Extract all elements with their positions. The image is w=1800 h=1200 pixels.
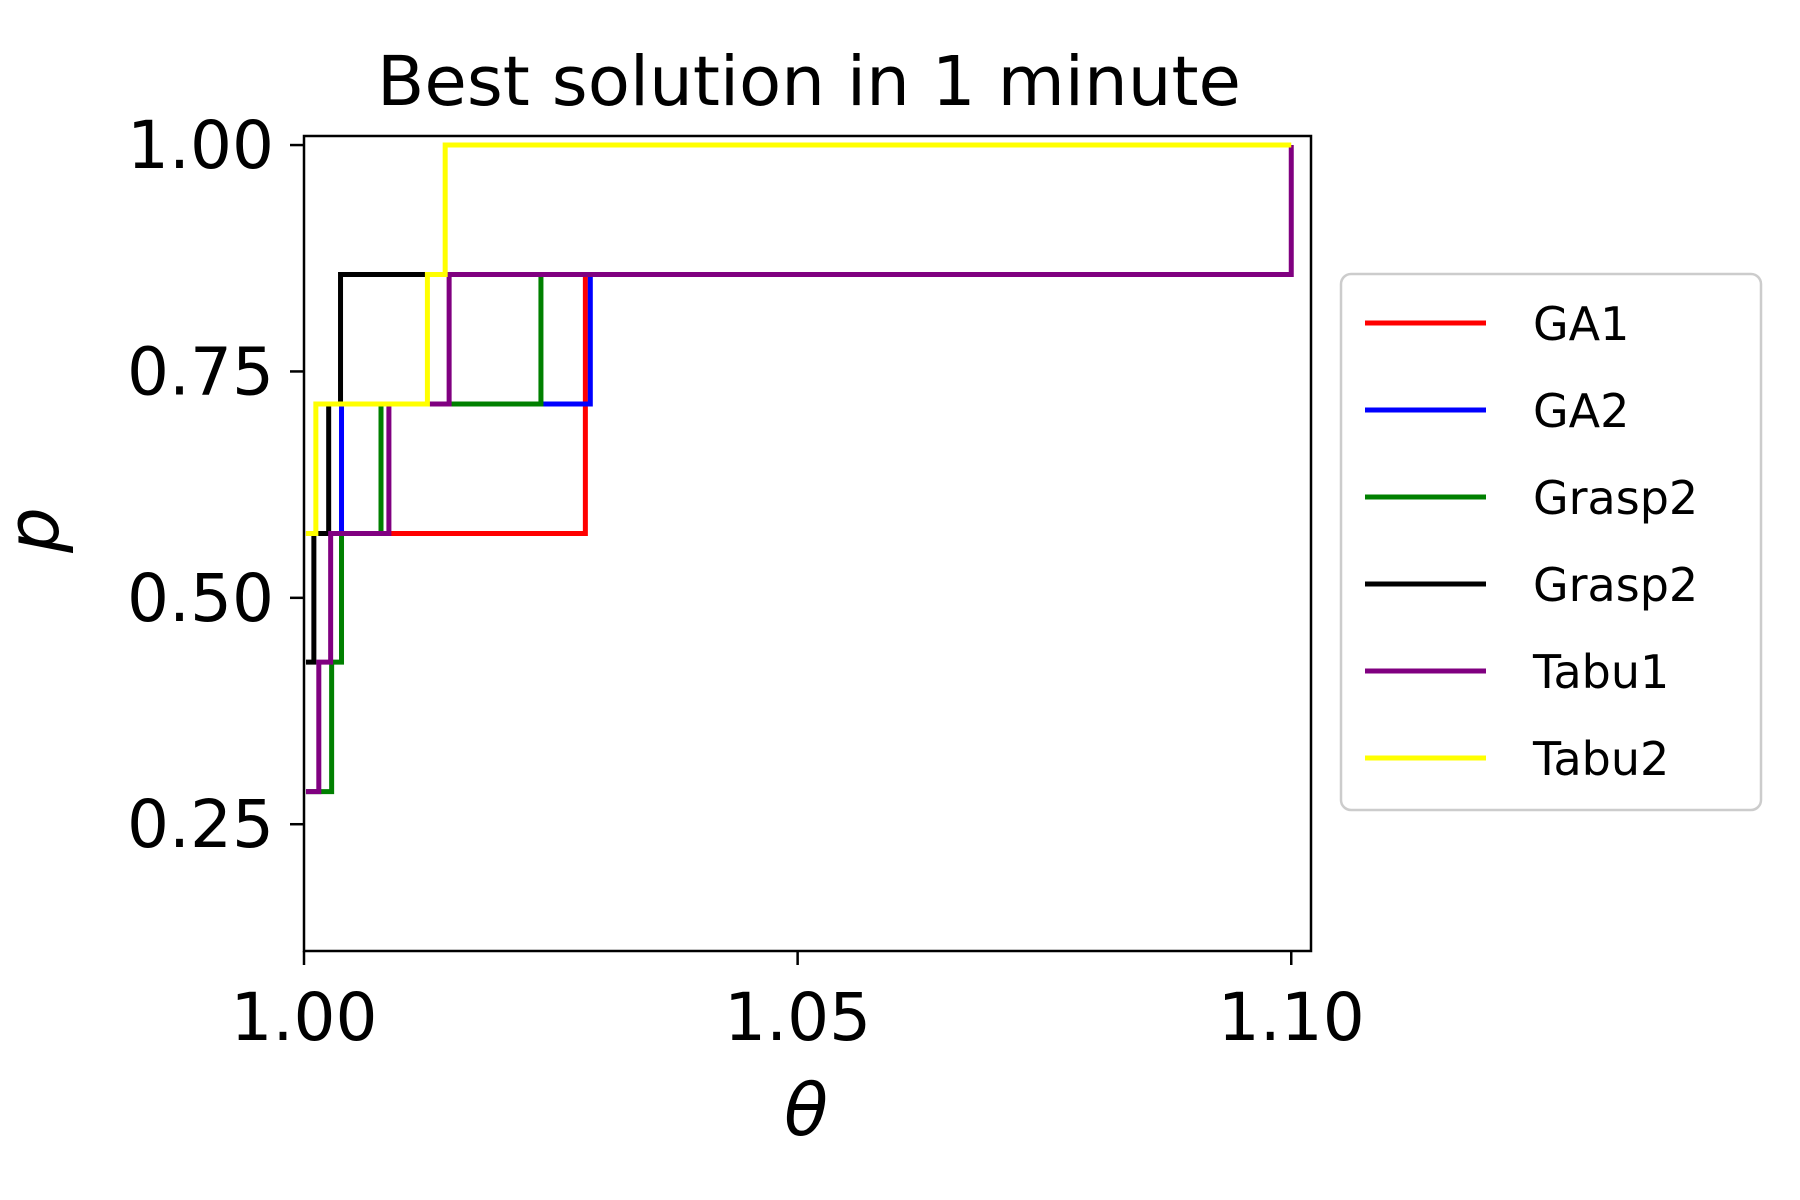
y-tick-label: 0.75 — [127, 333, 274, 410]
chart-title: Best solution in 1 minute — [377, 42, 1241, 122]
series-line-grasp2-3 — [305, 272, 1292, 665]
x-tick-label: 1.10 — [1218, 979, 1365, 1056]
legend-label: GA2 — [1533, 384, 1629, 438]
legend-frame — [1339, 272, 1763, 812]
x-axis: 1.00 1.05 1.10 — [231, 951, 1365, 1056]
plot-frame — [302, 134, 1313, 953]
legend-label: GA1 — [1533, 297, 1629, 351]
legend: GA1 GA2 Grasp2 Grasp2 Tabu1 Tabu2 — [1339, 272, 1763, 812]
y-axis: 0.25 0.50 0.75 1.00 — [127, 107, 304, 863]
plot-area — [305, 142, 1294, 795]
x-tick-label: 1.00 — [231, 979, 378, 1056]
legend-label: Grasp2 — [1533, 471, 1698, 525]
x-tick-label: 1.05 — [724, 979, 871, 1056]
series-line-tabu1-4 — [305, 145, 1294, 795]
y-axis-label: p — [0, 507, 75, 554]
y-tick-label: 1.00 — [127, 107, 274, 184]
legend-label: Tabu2 — [1532, 732, 1669, 786]
legend-label: Tabu1 — [1532, 645, 1669, 699]
legend-label: Grasp2 — [1533, 558, 1698, 612]
x-axis-label: θ — [784, 1068, 828, 1152]
series-line-tabu2-5 — [305, 142, 1292, 537]
y-tick-label: 0.25 — [127, 786, 274, 863]
y-tick-label: 0.50 — [127, 560, 274, 637]
